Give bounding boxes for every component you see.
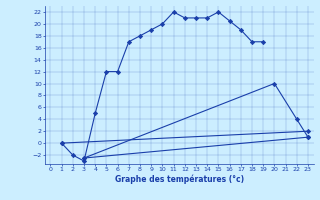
X-axis label: Graphe des températures (°c): Graphe des températures (°c)	[115, 174, 244, 184]
